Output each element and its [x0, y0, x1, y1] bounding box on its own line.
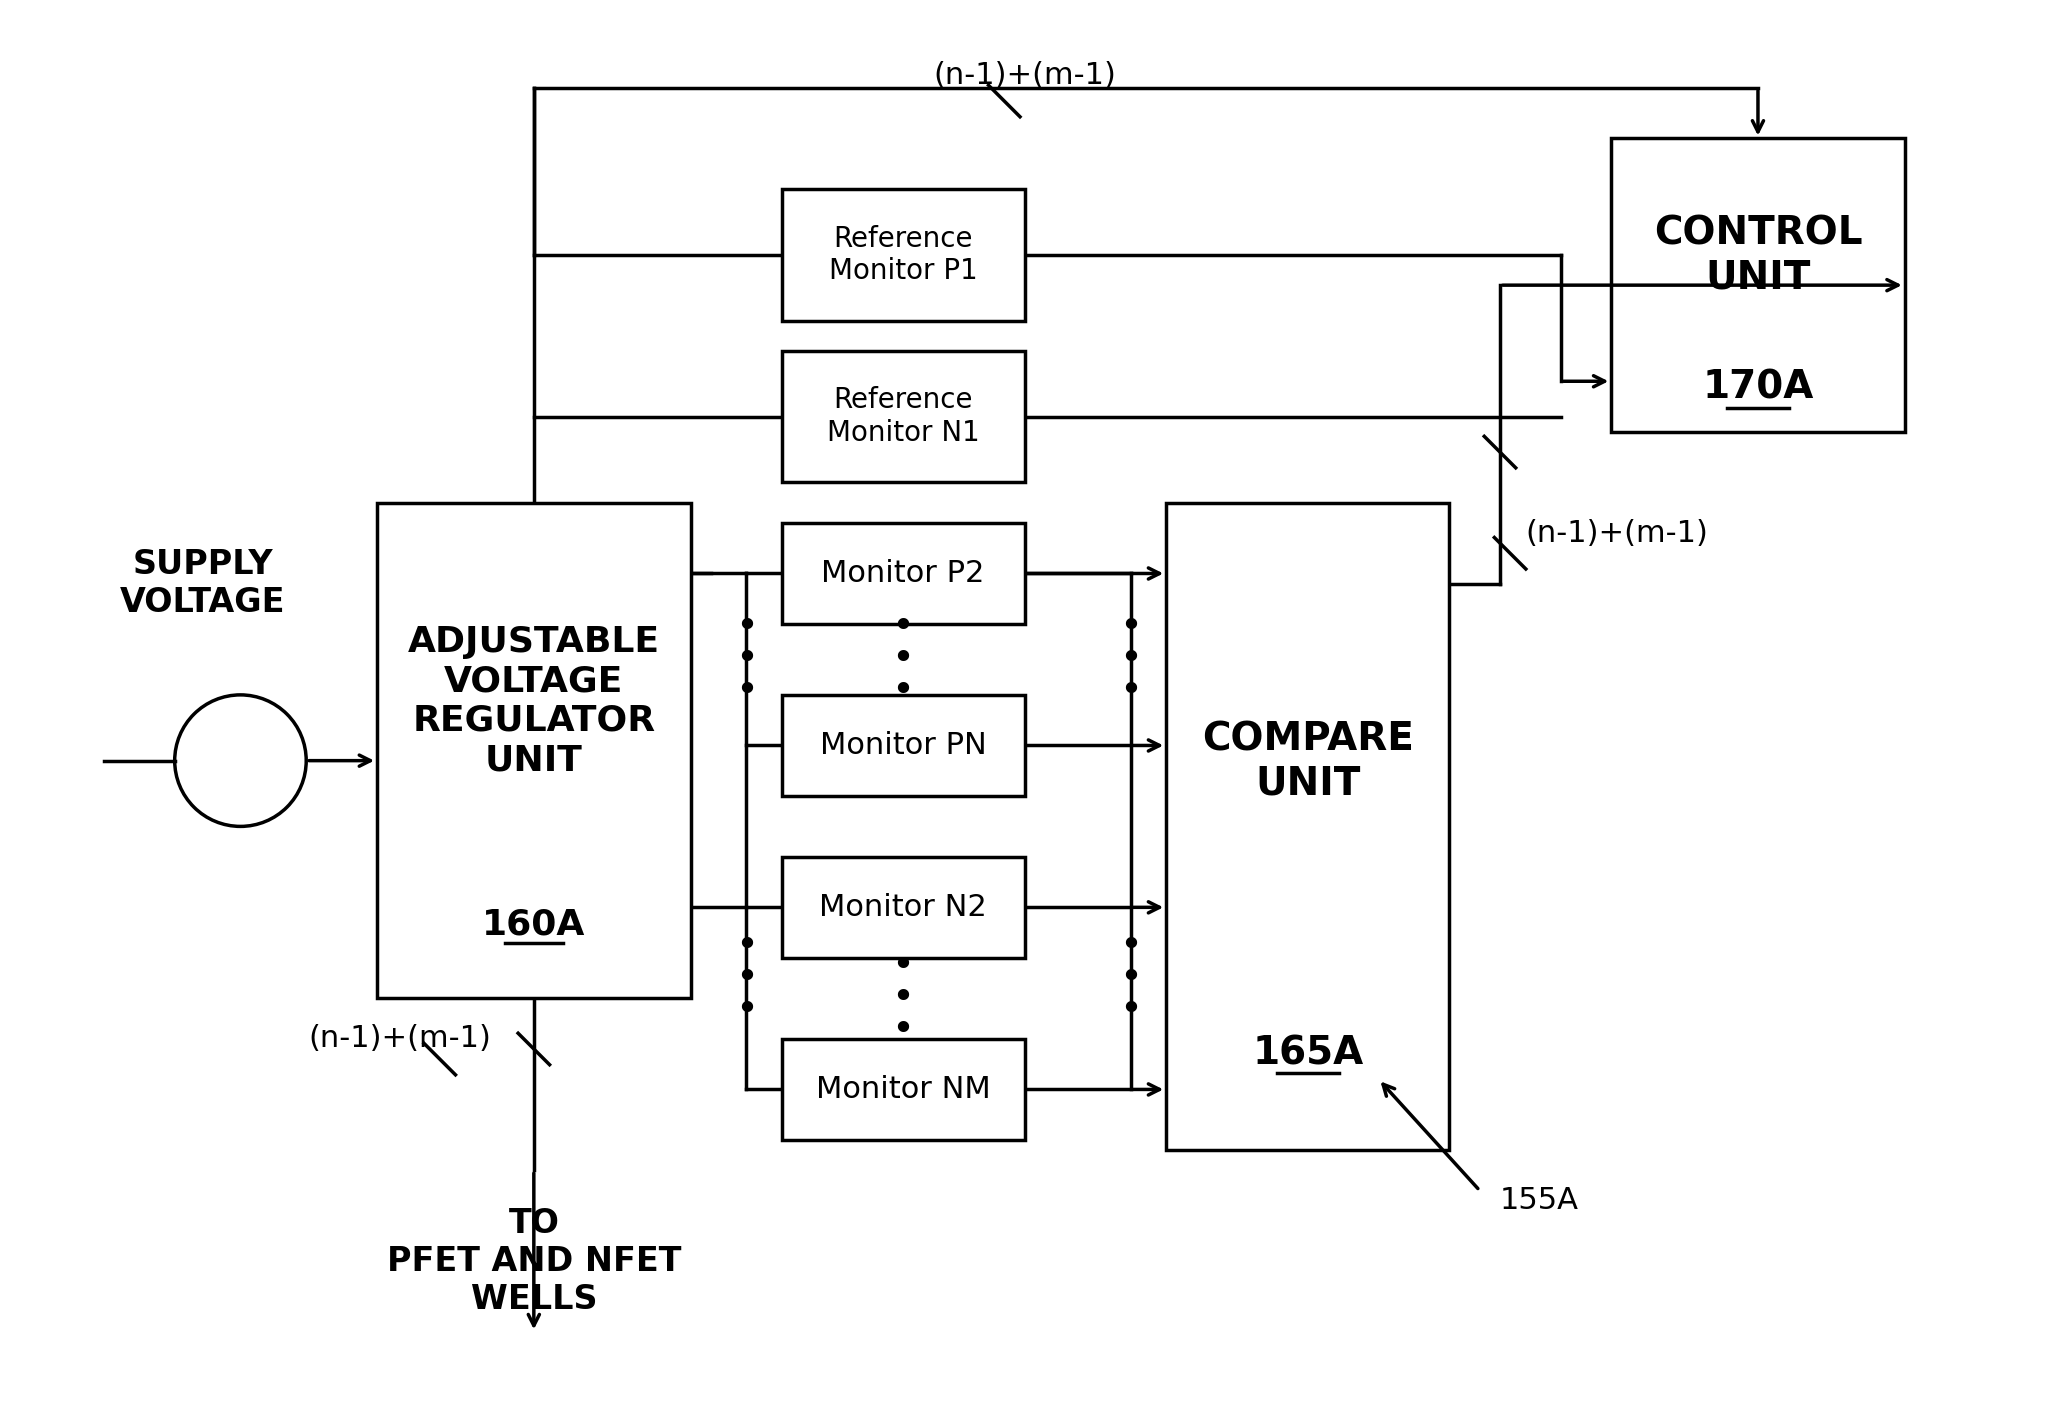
Text: Monitor N2: Monitor N2 [820, 893, 988, 922]
Bar [1611, 138, 1906, 431]
Text: •
•
•: • • • [736, 928, 758, 1029]
Text: Monitor P2: Monitor P2 [822, 558, 986, 588]
Bar [783, 189, 1024, 320]
Text: 160A: 160A [482, 907, 586, 940]
Text: CONTROL
UNIT: CONTROL UNIT [1654, 214, 1863, 298]
Text: Monitor NM: Monitor NM [816, 1074, 990, 1104]
Text: Reference
Monitor N1: Reference Monitor N1 [826, 386, 979, 447]
Text: •
•
•: • • • [891, 948, 914, 1049]
Text: 155A: 155A [1500, 1186, 1580, 1215]
Text: •
•
•: • • • [1119, 928, 1141, 1029]
Bar [783, 1039, 1024, 1141]
Bar [783, 695, 1024, 797]
Text: SUPPLY
VOLTAGE: SUPPLY VOLTAGE [121, 548, 285, 619]
Bar [1166, 503, 1449, 1151]
Text: •
•
•: • • • [891, 609, 914, 711]
Bar [377, 503, 691, 998]
Bar [783, 351, 1024, 482]
Bar [783, 523, 1024, 625]
Text: (n-1)+(m-1): (n-1)+(m-1) [307, 1024, 492, 1053]
Text: (n-1)+(m-1): (n-1)+(m-1) [932, 61, 1117, 90]
Text: •
•
•: • • • [736, 609, 758, 711]
Text: TO
PFET AND NFET
WELLS: TO PFET AND NFET WELLS [387, 1207, 680, 1316]
Text: ADJUSTABLE
VOLTAGE
REGULATOR
UNIT: ADJUSTABLE VOLTAGE REGULATOR UNIT [408, 625, 660, 777]
Text: 165A: 165A [1252, 1034, 1363, 1072]
Bar [783, 857, 1024, 957]
Text: 170A: 170A [1703, 369, 1813, 407]
Text: Reference
Monitor P1: Reference Monitor P1 [828, 224, 977, 285]
Text: COMPARE
UNIT: COMPARE UNIT [1203, 721, 1414, 802]
Text: Monitor PN: Monitor PN [820, 730, 986, 760]
Text: (n-1)+(m-1): (n-1)+(m-1) [1524, 519, 1709, 547]
Text: •
•
•: • • • [1119, 609, 1141, 711]
